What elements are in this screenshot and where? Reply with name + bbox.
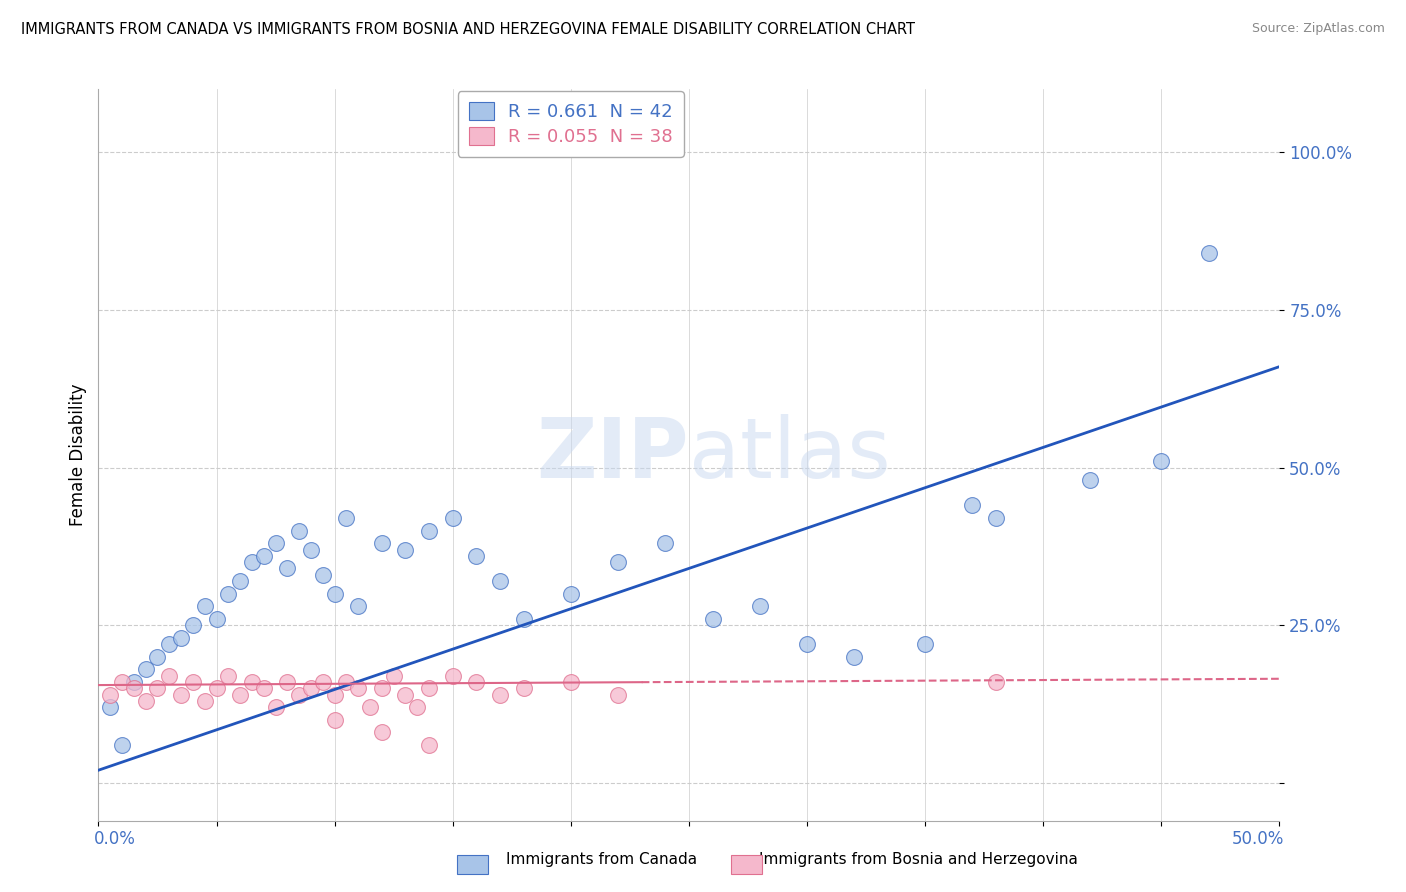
Point [382, 668, 405, 682]
Point [217, 587, 239, 601]
Point [323, 587, 346, 601]
Point [170, 688, 193, 702]
Point [607, 688, 630, 702]
Point [748, 599, 770, 614]
Point [146, 681, 169, 696]
Point [323, 688, 346, 702]
Point [335, 511, 357, 525]
Point [135, 694, 157, 708]
Point [122, 681, 145, 696]
Text: ZIP: ZIP [537, 415, 689, 495]
Point [441, 668, 464, 682]
Point [418, 738, 440, 752]
Point [371, 536, 394, 550]
Point [276, 561, 298, 575]
Point [253, 681, 276, 696]
Point [914, 637, 936, 651]
Point [560, 674, 582, 689]
Point [111, 674, 134, 689]
Point [359, 700, 381, 714]
Y-axis label: Female Disability: Female Disability [69, 384, 87, 526]
Point [1198, 246, 1220, 260]
Point [181, 674, 204, 689]
Point [465, 674, 488, 689]
Point [299, 542, 322, 557]
Point [512, 612, 534, 626]
Point [312, 567, 335, 582]
Point [1080, 473, 1102, 487]
Point [229, 688, 252, 702]
Point [205, 612, 228, 626]
Point [98, 688, 121, 702]
Point [240, 674, 263, 689]
Text: Source: ZipAtlas.com: Source: ZipAtlas.com [1251, 22, 1385, 36]
Point [323, 713, 346, 727]
Point [122, 674, 145, 689]
Point [489, 688, 512, 702]
Point [288, 688, 311, 702]
Point [347, 599, 370, 614]
Point [335, 674, 357, 689]
Point [371, 681, 394, 696]
Point [264, 700, 287, 714]
Point [702, 612, 724, 626]
Point [170, 631, 193, 645]
Point [560, 587, 582, 601]
Point [844, 649, 866, 664]
Point [205, 681, 228, 696]
Point [288, 524, 311, 538]
Point [371, 725, 394, 739]
Point [229, 574, 252, 588]
Point [194, 599, 217, 614]
Point [181, 618, 204, 632]
Point [157, 637, 180, 651]
Text: Immigrants from Canada: Immigrants from Canada [506, 852, 697, 867]
Point [98, 700, 121, 714]
Point [253, 549, 276, 563]
Point [264, 536, 287, 550]
Point [962, 499, 984, 513]
Point [418, 524, 440, 538]
Point [465, 549, 488, 563]
Point [418, 681, 440, 696]
Point [240, 555, 263, 569]
Text: atlas: atlas [689, 415, 890, 495]
Point [276, 674, 298, 689]
Point [146, 649, 169, 664]
Point [441, 511, 464, 525]
Point [217, 668, 239, 682]
Point [406, 700, 429, 714]
Point [394, 688, 416, 702]
Point [796, 637, 818, 651]
Text: 50.0%: 50.0% [1232, 830, 1284, 848]
Point [157, 668, 180, 682]
Point [512, 681, 534, 696]
Point [489, 574, 512, 588]
Point [135, 662, 157, 676]
Point [111, 738, 134, 752]
Point [984, 511, 1007, 525]
Point [984, 674, 1007, 689]
Legend: R = 0.661  N = 42, R = 0.055  N = 38: R = 0.661 N = 42, R = 0.055 N = 38 [458, 91, 683, 157]
Text: 0.0%: 0.0% [94, 830, 135, 848]
Point [347, 681, 370, 696]
Text: Immigrants from Bosnia and Herzegovina: Immigrants from Bosnia and Herzegovina [759, 852, 1078, 867]
Text: IMMIGRANTS FROM CANADA VS IMMIGRANTS FROM BOSNIA AND HERZEGOVINA FEMALE DISABILI: IMMIGRANTS FROM CANADA VS IMMIGRANTS FRO… [21, 22, 915, 37]
Point [1150, 454, 1173, 468]
Point [312, 674, 335, 689]
Point [394, 542, 416, 557]
Point [654, 536, 676, 550]
Point [299, 681, 322, 696]
Point [194, 694, 217, 708]
Point [607, 555, 630, 569]
